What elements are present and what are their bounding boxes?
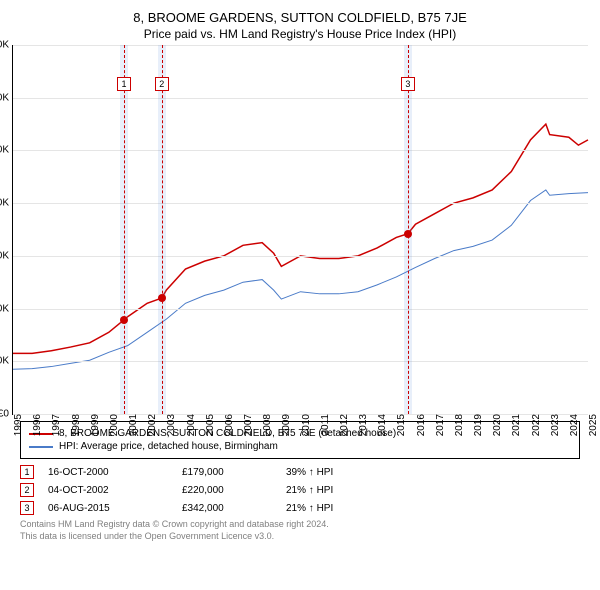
event-point xyxy=(158,294,166,302)
x-axis-label: 2014 xyxy=(373,414,388,436)
y-axis-label: £100K xyxy=(0,356,13,367)
event-delta: 21% ↑ HPI xyxy=(286,485,333,496)
x-axis-label: 2000 xyxy=(105,414,120,436)
x-axis-label: 2011 xyxy=(316,414,331,436)
x-axis-label: 2020 xyxy=(488,414,503,436)
x-axis-label: 2023 xyxy=(546,414,561,436)
x-axis-label: 2013 xyxy=(354,414,369,436)
footer-line: Contains HM Land Registry data © Crown c… xyxy=(20,519,580,531)
y-axis-label: £300K xyxy=(0,250,13,261)
event-point xyxy=(404,230,412,238)
y-axis-label: £600K xyxy=(0,92,13,103)
series-line-hpi xyxy=(13,190,588,369)
event-row: 1 16-OCT-2000 £179,000 39% ↑ HPI xyxy=(20,465,580,479)
x-axis-label: 1996 xyxy=(28,414,43,436)
x-axis-label: 2012 xyxy=(335,414,350,436)
chart-plot-area: £0£100K£200K£300K£400K£500K£600K£700K199… xyxy=(12,45,588,415)
event-date: 16-OCT-2000 xyxy=(48,467,168,478)
gridline xyxy=(13,256,588,257)
footer-line: This data is licensed under the Open Gov… xyxy=(20,531,580,543)
event-delta: 21% ↑ HPI xyxy=(286,503,333,514)
x-axis-label: 2006 xyxy=(220,414,235,436)
x-axis-label: 2008 xyxy=(258,414,273,436)
chart-container: 8, BROOME GARDENS, SUTTON COLDFIELD, B75… xyxy=(0,0,600,548)
event-price: £342,000 xyxy=(182,503,272,514)
event-marker-box: 2 xyxy=(155,77,169,91)
x-axis-label: 2025 xyxy=(584,414,599,436)
event-date: 04-OCT-2002 xyxy=(48,485,168,496)
gridline xyxy=(13,203,588,204)
legend-swatch xyxy=(29,446,53,448)
x-axis-label: 2024 xyxy=(565,414,580,436)
x-axis-label: 1995 xyxy=(9,414,24,436)
x-axis-label: 2007 xyxy=(239,414,254,436)
x-axis-label: 1998 xyxy=(67,414,82,436)
gridline xyxy=(13,45,588,46)
y-axis-label: £500K xyxy=(0,145,13,156)
gridline xyxy=(13,98,588,99)
x-axis-label: 2016 xyxy=(412,414,427,436)
gridline xyxy=(13,309,588,310)
events-table: 1 16-OCT-2000 £179,000 39% ↑ HPI 2 04-OCT-200… xyxy=(20,465,580,515)
gridline xyxy=(13,150,588,151)
x-axis-label: 2010 xyxy=(297,414,312,436)
footer-attribution: Contains HM Land Registry data © Crown c… xyxy=(20,519,580,542)
x-axis-label: 2001 xyxy=(124,414,139,436)
y-axis-label: £700K xyxy=(0,40,13,51)
x-axis-label: 2003 xyxy=(162,414,177,436)
legend-item: HPI: Average price, detached house, Birm… xyxy=(29,441,571,452)
chart-svg xyxy=(13,45,588,414)
event-marker-box: 1 xyxy=(117,77,131,91)
x-axis-label: 2015 xyxy=(392,414,407,436)
legend-label: HPI: Average price, detached house, Birm… xyxy=(59,441,278,452)
event-price: £220,000 xyxy=(182,485,272,496)
event-delta: 39% ↑ HPI xyxy=(286,467,333,478)
y-axis-label: £200K xyxy=(0,303,13,314)
event-point xyxy=(120,316,128,324)
event-row: 3 06-AUG-2015 £342,000 21% ↑ HPI xyxy=(20,501,580,515)
event-number-box: 2 xyxy=(20,483,34,497)
x-axis-label: 2019 xyxy=(469,414,484,436)
x-axis-label: 2002 xyxy=(143,414,158,436)
x-axis-label: 2004 xyxy=(182,414,197,436)
x-axis-label: 2009 xyxy=(277,414,292,436)
event-row: 2 04-OCT-2002 £220,000 21% ↑ HPI xyxy=(20,483,580,497)
chart-subtitle: Price paid vs. HM Land Registry's House … xyxy=(12,27,588,41)
event-number-box: 1 xyxy=(20,465,34,479)
chart-title: 8, BROOME GARDENS, SUTTON COLDFIELD, B75… xyxy=(12,10,588,25)
event-marker-box: 3 xyxy=(401,77,415,91)
x-axis-label: 2018 xyxy=(450,414,465,436)
event-dash-line xyxy=(162,45,163,414)
x-axis-label: 2022 xyxy=(527,414,542,436)
event-number-box: 3 xyxy=(20,501,34,515)
x-axis-label: 2005 xyxy=(201,414,216,436)
x-axis-label: 1997 xyxy=(47,414,62,436)
event-dash-line xyxy=(124,45,125,414)
series-line-property xyxy=(13,124,588,353)
y-axis-label: £400K xyxy=(0,198,13,209)
x-axis-label: 1999 xyxy=(86,414,101,436)
event-price: £179,000 xyxy=(182,467,272,478)
gridline xyxy=(13,361,588,362)
event-date: 06-AUG-2015 xyxy=(48,503,168,514)
x-axis-label: 2021 xyxy=(507,414,522,436)
x-axis-label: 2017 xyxy=(431,414,446,436)
